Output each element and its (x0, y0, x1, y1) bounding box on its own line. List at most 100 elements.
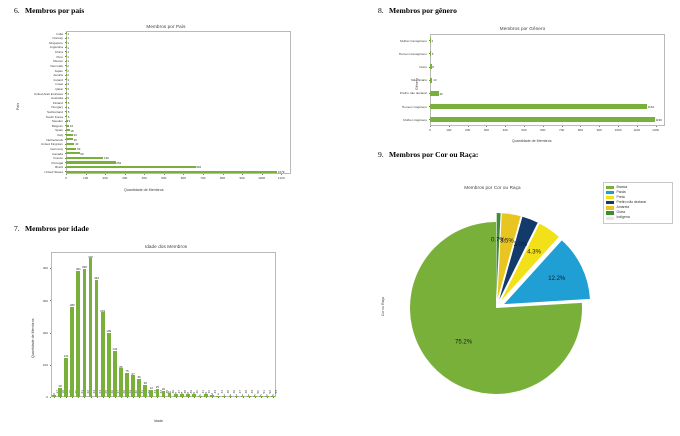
heading-age-number: 7. (14, 224, 20, 233)
pie-slice-percent-label: 0.7% (491, 238, 505, 244)
bar-value-label: 2 (253, 392, 256, 397)
axis-tick-label: 1100 (633, 128, 641, 133)
bar (66, 46, 67, 49)
bar-value-label: 5 (211, 391, 213, 396)
tick-mark (486, 126, 487, 128)
bar (430, 38, 431, 44)
category-tick-label: Portugal (51, 160, 63, 165)
category-tick-label: Qatar (55, 86, 63, 91)
legend-row: Preta (606, 195, 669, 200)
bar (246, 396, 251, 397)
axis-tick-label: 53 (274, 389, 279, 393)
bar-value-label: 56 (137, 375, 141, 380)
tick-mark (64, 46, 66, 48)
bar-value-label: 18 (70, 128, 74, 133)
bar-value-label: 8 (180, 390, 183, 395)
tick-mark (64, 120, 66, 122)
bar-value-label: 2 (67, 64, 69, 68)
bar-value-label: 3 (67, 96, 69, 101)
bar-value-label: 3 (67, 77, 69, 82)
heading-country: 6. Membros por país (14, 6, 84, 15)
bar-value-label: 5 (67, 105, 70, 110)
bar (66, 115, 67, 118)
axis-tick-label: 400 (141, 176, 147, 181)
bar-value-label: 430 (88, 254, 93, 259)
tick-mark (64, 74, 66, 76)
bar (430, 116, 655, 122)
category-tick-label: India (56, 31, 63, 36)
bar (66, 87, 67, 90)
tick-mark (49, 397, 51, 398)
bar (66, 32, 67, 35)
pie-chart: 75.2% 12.2% 4.3% 3.0% 3.5% 0.7% (391, 192, 621, 422)
bar-value-label: 143 (112, 347, 118, 352)
axis-tick-label: 500 (161, 176, 167, 181)
tick-mark (85, 174, 87, 176)
bar-value-label: 1196 (655, 117, 662, 122)
bar (119, 368, 123, 397)
bar-value-label: 5 (67, 100, 70, 105)
tick-mark (49, 332, 51, 334)
bar-value-label: 190 (103, 156, 109, 161)
tick-mark (133, 397, 134, 399)
tick-mark (157, 397, 158, 399)
tick-mark (64, 97, 66, 99)
tick-mark (242, 174, 243, 176)
bar (192, 394, 196, 397)
bar-value-label: 2 (259, 392, 262, 397)
tick-mark (428, 119, 430, 120)
bar (167, 393, 172, 397)
axis-tick-label: 200 (42, 330, 48, 335)
category-tick-label: Peru (56, 54, 63, 59)
axis-tick-label: 100 (82, 176, 89, 181)
bar (173, 394, 178, 397)
legend-label: Preta (616, 195, 625, 200)
legend-label: Branca (616, 184, 628, 189)
axis-tick-label: 0 (46, 395, 48, 400)
bar (131, 375, 135, 397)
axis-tick-label: 100 (42, 363, 48, 368)
chart-country-title: Membros por País (146, 24, 186, 29)
bar (66, 92, 67, 95)
tick-mark (64, 42, 66, 43)
bar-value-label: 9 (68, 119, 71, 124)
bar (155, 388, 160, 397)
bar-value-label: 121 (63, 354, 69, 359)
category-tick-label: Italy (57, 133, 63, 138)
axis-tick-label: 0 (429, 128, 431, 133)
bar (58, 387, 62, 397)
tick-mark (60, 397, 61, 399)
category-tick-label: Belgium (51, 123, 63, 128)
bar (66, 124, 70, 127)
bar (66, 106, 67, 109)
bar (52, 395, 56, 397)
tick-mark (64, 125, 66, 126)
legend-swatch (606, 185, 614, 190)
axis-tick-label: 900 (239, 176, 245, 181)
pie-slice (501, 223, 559, 301)
heading-race-number: 9. (378, 150, 384, 159)
bar-value-label: 398 (82, 265, 87, 270)
bar (66, 147, 77, 150)
bar (149, 389, 154, 397)
tick-mark (64, 148, 66, 149)
bar-value-label: 28 (58, 384, 62, 389)
category-tick-label: Australia (50, 96, 63, 101)
tick-mark (64, 106, 66, 108)
bar (82, 268, 87, 397)
tick-mark (281, 174, 282, 176)
bar (161, 390, 166, 397)
legend-row: Indígena (606, 215, 669, 221)
chart-age-xlabel: Idade (154, 419, 163, 423)
bar-value-label: 1079 (277, 170, 285, 175)
category-tick-label: Mulher transgênero (400, 38, 427, 43)
bar (66, 166, 196, 169)
legend-swatch (606, 191, 614, 195)
tick-mark (636, 126, 638, 128)
bar-value-label: 1 (223, 392, 226, 397)
chart-country-xlabel: Quantidade de Membros (124, 188, 164, 192)
tick-mark (64, 152, 66, 154)
tick-mark (66, 174, 67, 176)
bar (222, 396, 227, 397)
bar-value-label: 67 (131, 371, 135, 376)
